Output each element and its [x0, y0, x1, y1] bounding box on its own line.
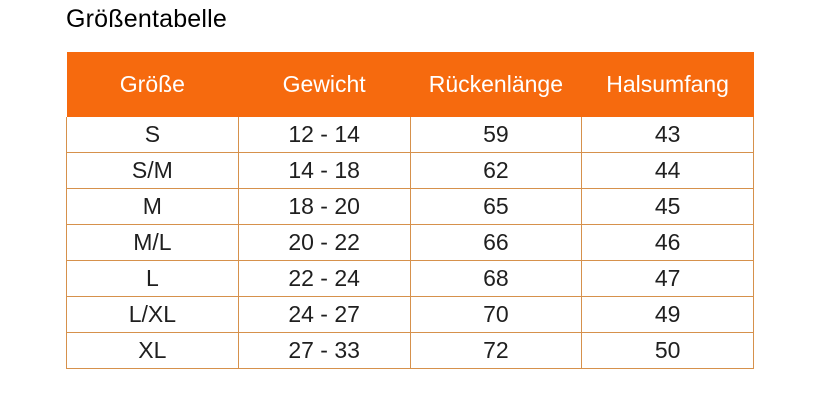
- cell-neck-girth: 47: [581, 260, 754, 297]
- cell-size: S/M: [66, 152, 239, 189]
- size-table: Größe Gewicht Rückenlänge Halsumfang S 1…: [66, 51, 754, 369]
- table-row: S/M 14 - 18 62 44: [66, 152, 754, 189]
- cell-neck-girth: 44: [581, 152, 754, 189]
- cell-back-length: 68: [409, 260, 583, 297]
- cell-neck-girth: 45: [581, 188, 754, 225]
- cell-back-length: 59: [409, 116, 583, 153]
- cell-back-length: 66: [409, 224, 583, 261]
- table-row: L/XL 24 - 27 70 49: [66, 296, 754, 333]
- cell-weight: 18 - 20: [237, 188, 411, 225]
- cell-size: L/XL: [66, 296, 239, 333]
- table-body: S 12 - 14 59 43 S/M 14 - 18 62 44 M 18 -…: [66, 116, 754, 369]
- cell-back-length: 65: [409, 188, 583, 225]
- page-title: Größentabelle: [66, 5, 228, 33]
- cell-size: L: [66, 260, 239, 297]
- table-row: L 22 - 24 68 47: [66, 260, 754, 297]
- cell-weight: 22 - 24: [237, 260, 411, 297]
- cell-neck-girth: 46: [581, 224, 754, 261]
- cell-weight: 20 - 22: [237, 224, 411, 261]
- cell-neck-girth: 49: [581, 296, 754, 333]
- cell-size: XL: [66, 332, 239, 369]
- table-row: M/L 20 - 22 66 46: [66, 224, 754, 261]
- column-header-halsumfang: Halsumfang: [581, 51, 754, 117]
- table-row: XL 27 - 33 72 50: [66, 332, 754, 369]
- cell-size: S: [66, 116, 239, 153]
- cell-weight: 27 - 33: [237, 332, 411, 369]
- table-header: Größe Gewicht Rückenlänge Halsumfang: [66, 51, 754, 117]
- cell-back-length: 70: [409, 296, 583, 333]
- cell-weight: 24 - 27: [237, 296, 411, 333]
- cell-neck-girth: 50: [581, 332, 754, 369]
- cell-size: M: [66, 188, 239, 225]
- column-header-groesse: Größe: [66, 51, 239, 117]
- cell-neck-girth: 43: [581, 116, 754, 153]
- table-row: S 12 - 14 59 43: [66, 116, 754, 153]
- cell-weight: 12 - 14: [237, 116, 411, 153]
- cell-weight: 14 - 18: [237, 152, 411, 189]
- column-header-rueckenlaenge: Rückenlänge: [410, 51, 582, 117]
- header-row: Größe Gewicht Rückenlänge Halsumfang: [66, 51, 754, 117]
- cell-back-length: 72: [409, 332, 583, 369]
- table-row: M 18 - 20 65 45: [66, 188, 754, 225]
- cell-size: M/L: [66, 224, 239, 261]
- cell-back-length: 62: [409, 152, 583, 189]
- column-header-gewicht: Gewicht: [238, 51, 410, 117]
